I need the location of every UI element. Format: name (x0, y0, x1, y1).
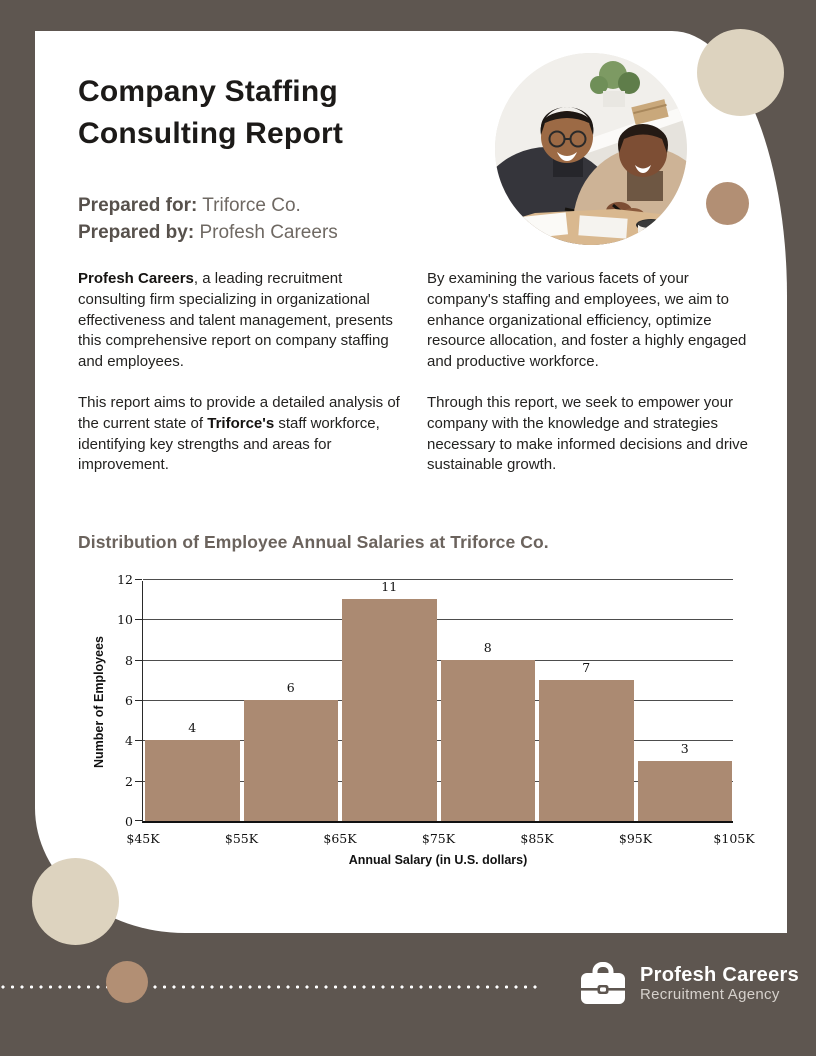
y-tick-label-8: 8 (125, 652, 133, 668)
y-tick-label-4: 4 (125, 733, 133, 749)
page-title-line2: Consulting Report (78, 117, 344, 150)
intro-column-left: Profesh Careers, a leading recruitment c… (78, 269, 414, 476)
x-tick-label: $85K (520, 831, 554, 846)
decor-circle-tan-bottom-left (106, 961, 148, 1003)
footer-logo: Profesh Careers Recruitment Agency (578, 959, 799, 1009)
y-axis-tick-6 (135, 700, 142, 701)
y-axis-tick-8 (135, 659, 142, 661)
intro-paragraph-3: By examining the various facets of your … (427, 270, 747, 371)
bar-value-label: 4 (188, 720, 197, 736)
intro-p2-company: Triforce's (207, 414, 275, 432)
y-axis-tick-0 (135, 820, 142, 821)
intro-p1-brand: Profesh Careers (78, 270, 194, 287)
intro-paragraph-2: This report aims to provide a detailed a… (78, 393, 414, 476)
intro-p2-pre: This report aims to provide a detailed a… (78, 393, 400, 432)
prepared-for-label: Prepared for: (78, 195, 198, 216)
x-tick-label: $95K (618, 831, 653, 846)
gridline-y2 (143, 780, 733, 782)
brand-text: Profesh Careers Recruitment Agency (640, 964, 799, 1004)
prepared-by-line: Prepared by: Profesh Careers (78, 219, 338, 246)
intro-p1-text: , a leading recruitment consulting firm … (78, 270, 393, 371)
histogram-bar (342, 599, 437, 821)
decor-circle-tan-right (706, 182, 749, 225)
y-axis-tick-2 (135, 780, 142, 782)
y-tick-label-10: 10 (117, 612, 133, 628)
salary-histogram: Number of Employees Annual Salary (in U.… (92, 572, 755, 867)
decor-circle-cream-top-right (697, 29, 784, 116)
bar-value-label: 11 (381, 579, 398, 595)
bar-value-label: 3 (680, 740, 689, 756)
intro-paragraph-4: Through this report, we seek to empower … (427, 393, 748, 474)
briefcase-icon (581, 962, 625, 1004)
footer-dotted-line (0, 984, 540, 990)
chart-heading: Distribution of Employee Annual Salaries… (78, 532, 549, 552)
histogram-bar (440, 659, 535, 821)
x-axis-title: Annual Salary (in U.S. dollars) (348, 853, 528, 867)
histogram-bar (539, 679, 634, 821)
y-tick-label-12: 12 (117, 572, 133, 587)
y-axis-tick-4 (135, 740, 142, 742)
histogram-bar (145, 740, 240, 821)
decor-circle-cream-bottom-left (32, 858, 119, 945)
gridline-y10 (143, 619, 733, 621)
x-tick-label: $65K (323, 831, 357, 846)
y-tick-label-0: 0 (125, 814, 133, 829)
intro-p2-post: staff workforce, identifying key strengt… (78, 414, 380, 474)
bar-value-label: 6 (286, 680, 295, 695)
bar-value-label: 8 (483, 639, 492, 655)
team-photo-illustration (495, 53, 687, 245)
y-tick-label-2: 2 (125, 773, 133, 789)
brand-tagline: Recruitment Agency (640, 986, 780, 1003)
x-tick-label: $75K (421, 831, 456, 846)
prepared-for-value: Triforce Co. (202, 195, 301, 216)
intro-paragraph-1: Profesh Careers, a leading recruitment c… (78, 269, 414, 373)
gridline-y4 (143, 740, 733, 742)
gridline-y6 (143, 700, 733, 701)
histogram-bar (243, 700, 338, 821)
gridline-y12 (143, 579, 733, 580)
prepared-block: Prepared for: Triforce Co. Prepared by: … (78, 192, 338, 246)
team-photo (495, 53, 687, 245)
y-axis-tick-12 (135, 579, 142, 580)
prepared-by-label: Prepared by: (78, 222, 195, 243)
prepared-for-line: Prepared for: Triforce Co. (78, 192, 338, 219)
page-title: Company Staffing Consulting Report (78, 71, 343, 155)
y-tick-label-6: 6 (125, 693, 133, 708)
intro-column-right: By examining the various facets of your … (427, 269, 763, 476)
gridline-y8 (143, 659, 733, 661)
brand-name: Profesh Careers (640, 964, 800, 986)
histogram-bar (637, 760, 732, 821)
y-axis-tick-10 (135, 619, 142, 621)
x-tick-label: $105K (713, 831, 755, 846)
page-title-line1: Company Staffing (78, 75, 338, 108)
prepared-by-value: Profesh Careers (199, 222, 338, 243)
x-tick-label: $55K (224, 831, 259, 846)
bar-value-label: 7 (582, 659, 591, 675)
x-tick-label: $45K (126, 831, 160, 846)
